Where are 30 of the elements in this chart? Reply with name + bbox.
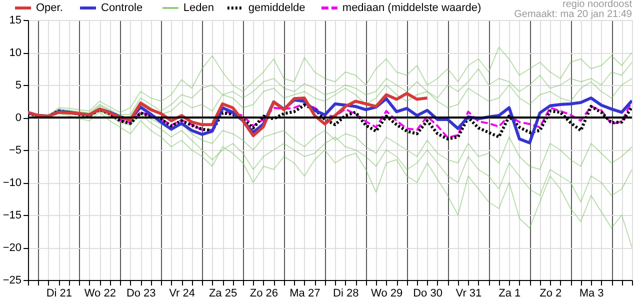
- x-tick-label: Vr 31: [456, 288, 482, 300]
- x-tick-label: Za 25: [208, 288, 238, 300]
- text: Gemaakt: ma 20 jan 21:49: [514, 9, 632, 20]
- x-tick-label: Do 30: [413, 288, 442, 300]
- y-tick-label: −5: [8, 144, 22, 156]
- x-tick-label: Ma 3: [579, 288, 604, 300]
- y-tick-label: 5: [15, 80, 22, 92]
- x-tick-label: Zo 2: [540, 288, 562, 300]
- y-tick-label: −20: [2, 242, 22, 254]
- legend-label: Leden: [183, 2, 214, 14]
- x-tick-label: Do 23: [126, 288, 156, 300]
- x-tick-label: Zo 26: [250, 288, 278, 300]
- y-tick-label: 10: [9, 47, 22, 59]
- legend-label: gemiddelde: [248, 2, 306, 14]
- x-tick-label: Vr 24: [169, 288, 196, 300]
- y-tick-label: −10: [2, 177, 22, 189]
- legend-label: Oper.: [36, 2, 63, 14]
- chart-subtitle: regio noordoost: [562, 0, 632, 10]
- y-tick-label: 0: [15, 112, 22, 124]
- x-tick-label: Di 28: [333, 288, 359, 300]
- y-tick-label: −25: [2, 274, 22, 286]
- x-tick-label: Ma 27: [290, 288, 320, 300]
- legend-label: mediaan (middelste waarde): [342, 2, 482, 14]
- x-tick-label: Wo 22: [84, 288, 116, 300]
- y-tick-label: 15: [9, 14, 22, 26]
- x-tick-label: Za 1: [498, 288, 521, 300]
- y-tick-label: −15: [2, 210, 22, 222]
- legend-label: Controle: [101, 2, 143, 14]
- x-tick-label: Di 21: [46, 288, 72, 300]
- x-tick-label: Wo 29: [371, 288, 403, 300]
